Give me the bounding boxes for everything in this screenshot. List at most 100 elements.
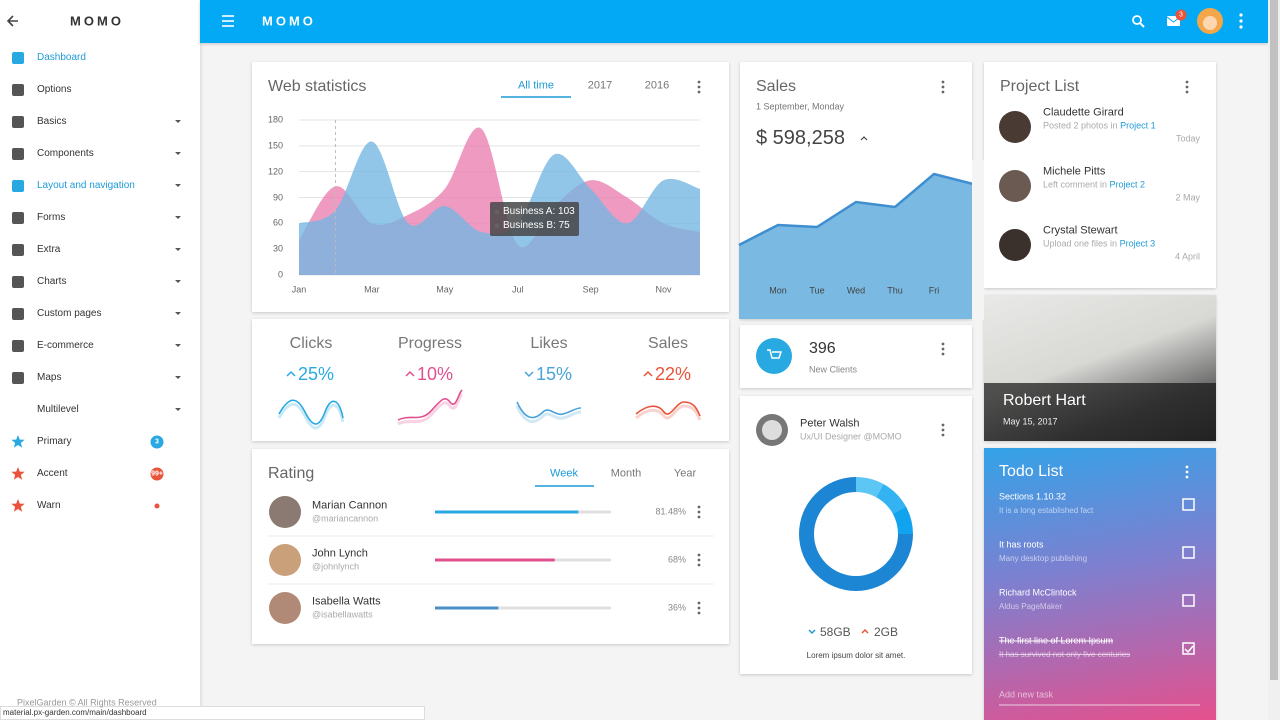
tab[interactable]: All time [517, 79, 555, 92]
sales-date: 1 September, Monday [756, 101, 845, 112]
x-tick-label: Sep [582, 284, 599, 295]
progress-label: 81.48% [655, 506, 686, 517]
card-title: Sales [756, 78, 797, 95]
top-bar-title: MOMO [262, 13, 316, 29]
badge-text: 99+ [151, 470, 163, 478]
tooltip-row: Business A 103 [503, 206, 575, 217]
person-name: Michele Pitts [1043, 165, 1106, 178]
menu-item[interactable]: Charts [37, 276, 67, 287]
menu-item[interactable]: Layout and navigation [37, 180, 135, 191]
y-tick-label: 180 [267, 114, 283, 125]
person-name: Claudette Girard [1043, 106, 1124, 119]
mail-badge-text: 3 [1179, 11, 1183, 19]
menu-item[interactable]: Primary [37, 436, 72, 447]
top-bar [200, 0, 1268, 43]
y-tick-label: 0 [277, 269, 283, 280]
x-tick-label: Mon [769, 285, 787, 296]
menu-item[interactable]: Dashboard [37, 52, 86, 63]
todo-subtitle: It is a long established fact [999, 506, 1094, 515]
rating-card [252, 449, 729, 644]
person-role: Ux/UI Designer @MOMO [800, 431, 902, 442]
x-tick-label: Wed [846, 285, 866, 296]
menu-item[interactable]: Components [37, 148, 94, 159]
person-name: Marian Cannon [312, 499, 388, 512]
card-title: Project List [1000, 78, 1080, 95]
menu-item[interactable]: Warn [37, 500, 61, 511]
person-name: Peter Walsh [800, 417, 860, 430]
menu-item[interactable]: Accent [37, 468, 68, 479]
stat-value: 25% [297, 364, 335, 384]
tooltip-value: 75 [558, 220, 570, 231]
menu-item[interactable]: Maps [37, 372, 62, 383]
person-handle: @mariancannon [312, 513, 379, 524]
y-tick-label: 90 [272, 192, 283, 202]
x-tick-label: Mar [364, 284, 380, 295]
card-title: Web statistics [268, 78, 367, 95]
storage-up: 2GB [874, 625, 899, 639]
activity-time: Today [1175, 133, 1200, 144]
person-name: Crystal Stewart [1043, 224, 1118, 237]
x-tick-label: Jan [291, 284, 307, 295]
storage-down: 58GB [820, 625, 851, 639]
x-tick-label: Thu [887, 285, 903, 296]
stat-value: 22% [654, 364, 692, 384]
todo-subtitle: Aldus PageMaker [999, 602, 1063, 611]
tooltip-name: Business B [503, 220, 556, 231]
status-url: material.px-garden.com/main/dashboard [3, 708, 147, 717]
project-link[interactable]: Project 2 [1109, 179, 1146, 190]
clients-label: New Clients [809, 364, 858, 375]
todo-input[interactable]: Add new task [999, 689, 1054, 700]
tab[interactable]: Year [673, 467, 697, 480]
progress-label: 68% [667, 554, 686, 565]
scroll-thumb [1270, 0, 1278, 680]
stat-label: Clicks [289, 335, 333, 352]
todo-card [984, 448, 1216, 720]
clients-value: 396 [809, 340, 836, 357]
tab[interactable]: 2016 [644, 79, 670, 92]
sales-card-edge-cover [972, 160, 984, 320]
menu-item[interactable]: Custom pages [37, 308, 102, 319]
x-tick-label: Nov [655, 284, 672, 295]
person-name: John Lynch [312, 547, 368, 560]
card-title: Rating [268, 465, 315, 482]
x-tick-label: May [436, 284, 454, 295]
sales-total: $ 598,258 [756, 127, 845, 149]
menu-item[interactable]: Options [37, 84, 72, 95]
project-link[interactable]: Project 1 [1120, 120, 1156, 131]
y-tick-label: 150 [267, 140, 283, 151]
y-tick-label: 60 [272, 217, 283, 228]
person-handle: @isabellawatts [312, 609, 373, 620]
activity-text: Left comment in Project 2 [1043, 179, 1146, 190]
activity-time: 2 May [1175, 192, 1200, 203]
tooltip-name: Business A [503, 206, 555, 217]
stat-value: 15% [535, 364, 573, 384]
menu-item[interactable]: E-commerce [37, 340, 94, 351]
sidebar-title: MOMO [70, 13, 124, 29]
menu-item[interactable]: Forms [37, 212, 66, 223]
tab[interactable]: Week [550, 467, 578, 480]
activity-time: 4 April [1174, 251, 1200, 262]
project-link[interactable]: Project 3 [1119, 238, 1156, 249]
stat-label: Sales [647, 335, 689, 352]
stat-label: Progress [397, 335, 463, 352]
person-name: Isabella Watts [312, 595, 381, 608]
activity-text: Posted 2 photos in Project 1 [1043, 120, 1156, 131]
stat-label: Likes [530, 335, 568, 352]
tooltip [490, 202, 579, 236]
feature-name: Robert Hart [1003, 392, 1086, 409]
todo-title: It has roots [999, 539, 1044, 550]
activity-text: Upload one files in Project 3 [1043, 238, 1156, 249]
feature-overlay [984, 383, 1216, 441]
tooltip-value: 103 [558, 206, 575, 217]
x-tick-label: Fri [928, 285, 940, 296]
todo-subtitle: It has survived not only five centuries [999, 650, 1131, 659]
x-tick-label: Tue [809, 285, 825, 296]
person-handle: @johnlynch [312, 561, 360, 572]
menu-item[interactable]: Basics [37, 116, 67, 127]
menu-item[interactable]: Multilevel [37, 404, 79, 415]
tab[interactable]: Month [610, 467, 642, 480]
menu-item[interactable]: Extra [37, 244, 61, 255]
y-tick-label: 120 [267, 166, 283, 177]
tab[interactable]: 2017 [587, 79, 613, 92]
